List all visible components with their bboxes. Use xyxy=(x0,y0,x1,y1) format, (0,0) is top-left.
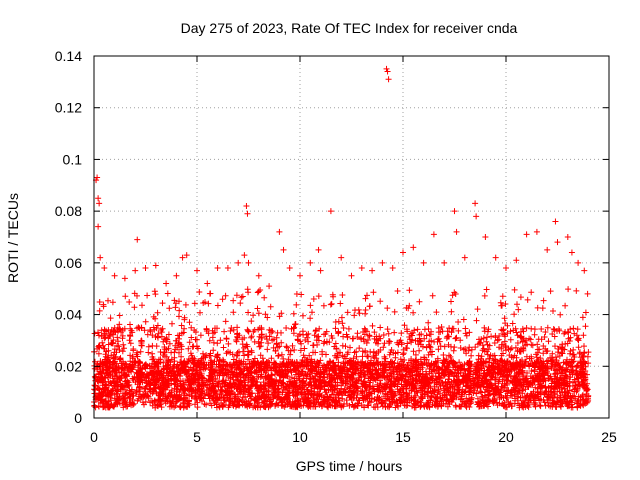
data-point xyxy=(430,231,437,238)
data-point xyxy=(338,254,345,261)
data-point xyxy=(255,272,262,279)
data-point xyxy=(280,246,287,253)
data-point xyxy=(241,252,248,259)
data-point xyxy=(235,259,242,266)
y-tick-label: 0.08 xyxy=(55,203,82,219)
data-point xyxy=(276,228,283,235)
y-tick-label: 0.06 xyxy=(55,255,82,271)
chart-title: Day 275 of 2023, Rate Of TEC Index for r… xyxy=(181,20,518,36)
data-point xyxy=(420,259,427,266)
data-point xyxy=(544,246,551,253)
data-point xyxy=(327,208,334,215)
data-point xyxy=(95,195,102,202)
data-point xyxy=(472,200,479,207)
data-point xyxy=(244,210,251,217)
data-point xyxy=(513,257,520,264)
data-point xyxy=(243,202,250,209)
data-point xyxy=(132,267,139,274)
data-point xyxy=(461,254,468,261)
x-tick-label: 10 xyxy=(292,429,308,445)
data-point xyxy=(581,267,588,274)
y-tick-label: 0 xyxy=(74,410,82,426)
data-point xyxy=(152,262,159,269)
x-tick-label: 5 xyxy=(193,429,201,445)
data-point xyxy=(482,234,489,240)
data-point xyxy=(564,234,571,240)
data-point xyxy=(94,174,101,181)
data-point xyxy=(552,218,559,225)
x-axis-label: GPS time / hours xyxy=(296,458,403,474)
data-point xyxy=(453,228,460,235)
data-point xyxy=(384,68,391,75)
data-point xyxy=(348,272,355,279)
plot-frame xyxy=(93,55,610,419)
data-point xyxy=(317,267,324,274)
data-point xyxy=(492,254,499,261)
data-point xyxy=(389,265,396,272)
data-point xyxy=(194,267,200,274)
data-point xyxy=(266,283,273,290)
data-point xyxy=(101,265,108,272)
axis-ticks: 0 5 10 15 20 25 0 0.02 0.04 0.06 0.08 0.1 0.12 0.14 xyxy=(55,48,617,445)
y-axis-label: ROTI / TECUs xyxy=(5,193,21,283)
data-point xyxy=(523,231,530,238)
y-tick-label: 0.04 xyxy=(55,307,82,323)
data-point xyxy=(568,249,575,256)
data-point xyxy=(400,249,406,256)
data-point xyxy=(204,280,211,287)
data-point xyxy=(554,239,561,246)
data-point xyxy=(183,252,190,259)
x-tick-label: 25 xyxy=(601,429,617,445)
data-point xyxy=(383,65,390,72)
data-point xyxy=(173,272,180,279)
y-tick-label: 0.02 xyxy=(55,358,82,374)
x-tick-label: 20 xyxy=(498,429,514,445)
data-point xyxy=(533,228,540,235)
data-point xyxy=(95,223,102,230)
data-point xyxy=(410,244,417,251)
data-point xyxy=(503,265,509,272)
data-point xyxy=(134,236,141,243)
data-point xyxy=(441,259,448,266)
data-points xyxy=(91,65,592,411)
grid-lines xyxy=(94,56,609,418)
x-tick-label: 15 xyxy=(395,429,411,445)
y-tick-label: 0.1 xyxy=(63,151,83,167)
x-tick-label: 0 xyxy=(90,429,98,445)
data-point xyxy=(307,259,314,266)
data-point xyxy=(111,272,118,279)
data-point xyxy=(315,246,322,253)
data-point xyxy=(379,259,386,266)
data-point xyxy=(245,259,252,266)
data-point xyxy=(286,265,293,272)
data-point xyxy=(97,254,104,261)
noise-band-points xyxy=(91,286,592,411)
y-tick-label: 0.14 xyxy=(55,48,82,64)
data-point xyxy=(224,265,231,272)
data-point xyxy=(369,267,376,274)
data-point xyxy=(473,213,480,220)
data-point xyxy=(179,254,186,261)
data-point xyxy=(214,265,221,272)
data-point xyxy=(358,265,365,272)
data-point xyxy=(163,280,170,287)
y-tick-label: 0.12 xyxy=(55,100,82,116)
data-point xyxy=(121,275,128,282)
data-point xyxy=(575,259,582,266)
data-point xyxy=(297,272,303,279)
data-point xyxy=(385,76,392,83)
data-point xyxy=(451,208,458,215)
data-point xyxy=(142,265,149,272)
data-point xyxy=(96,200,103,207)
